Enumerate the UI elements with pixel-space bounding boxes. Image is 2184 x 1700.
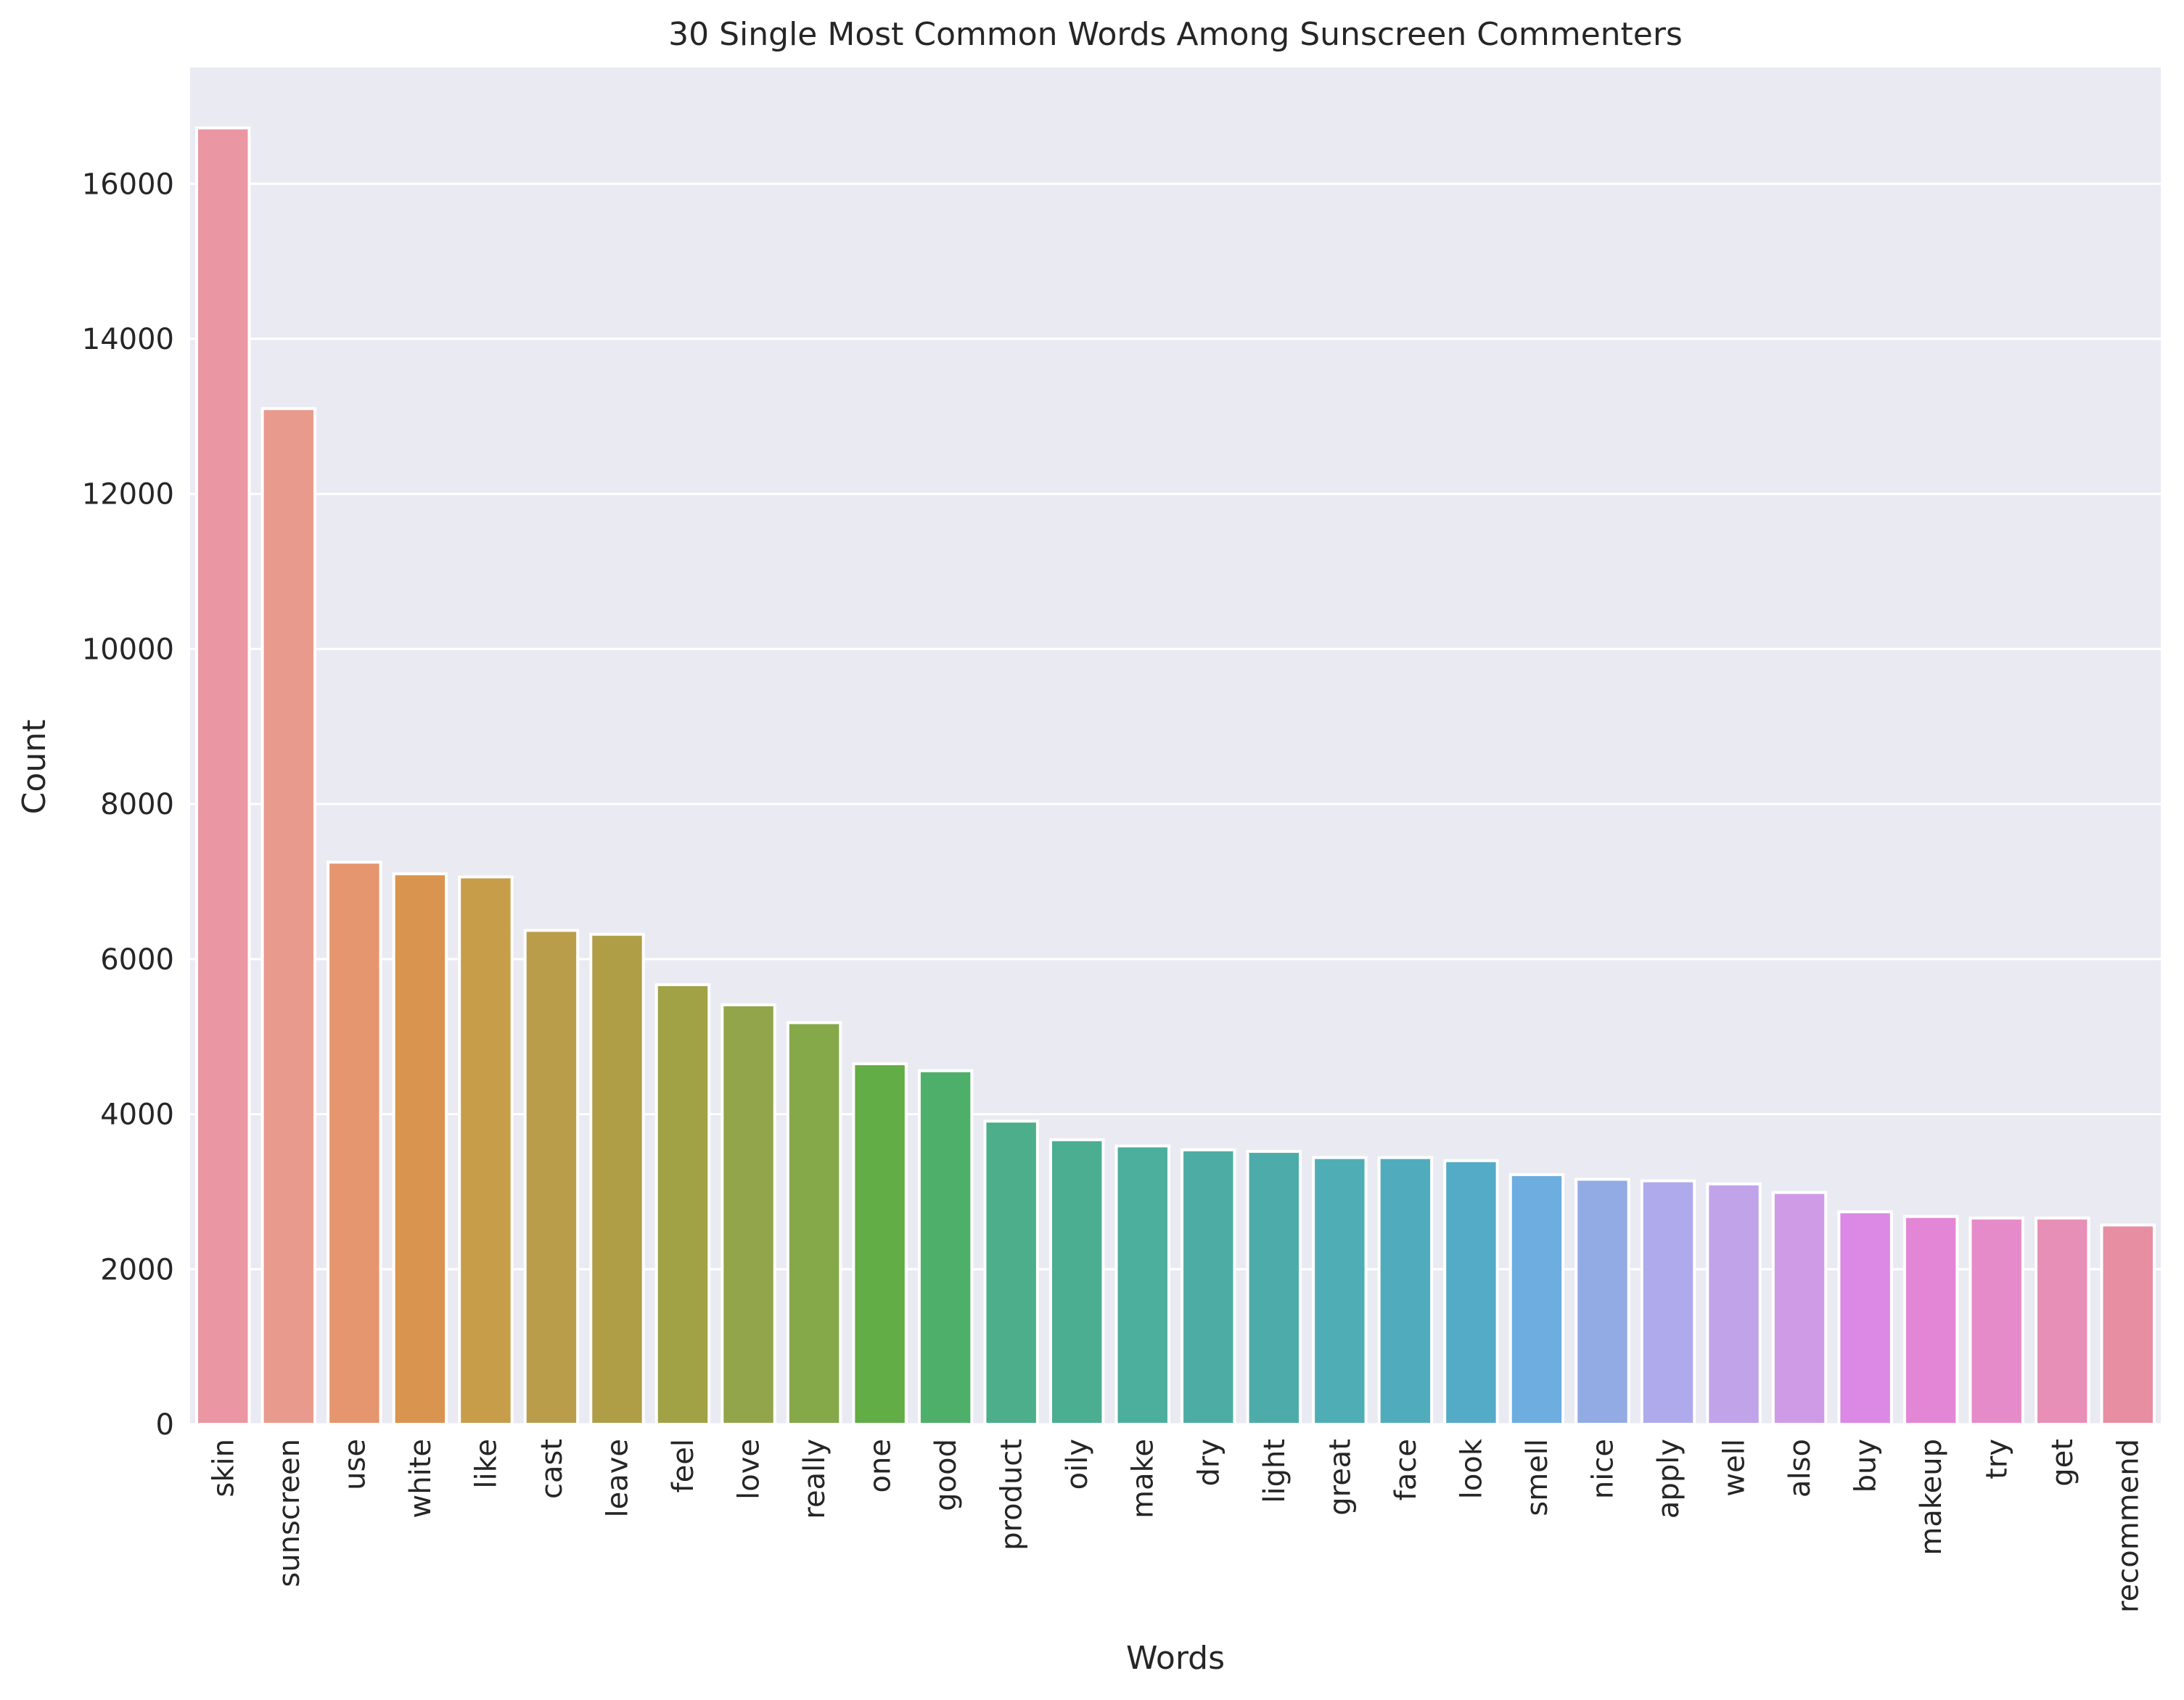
x-tick-label-face: face — [1389, 1439, 1423, 1500]
bar-leave — [589, 932, 645, 1426]
bar-get — [2034, 1216, 2090, 1426]
x-tick-labels: skin sunscreen use white like cast leave feel lo… — [207, 1438, 2145, 1613]
x-tick-label-smell: smell — [1521, 1439, 1554, 1516]
x-tick-label-well: well — [1718, 1439, 1752, 1497]
y-tick-label: 6000 — [100, 943, 174, 977]
bar-make — [1114, 1144, 1170, 1426]
y-tick-label: 12000 — [82, 478, 174, 512]
x-tick-label-really: really — [798, 1439, 832, 1519]
x-tick-label-one: one — [864, 1439, 898, 1492]
bars — [195, 126, 2156, 1426]
y-axis-label: Count — [16, 720, 53, 815]
bar-like — [458, 875, 514, 1426]
x-tick-label-makeup: makeup — [1915, 1439, 1948, 1556]
bar-white — [392, 872, 448, 1426]
bar-one — [852, 1062, 908, 1426]
x-tick-label-try: try — [1981, 1439, 2014, 1479]
bar-also — [1771, 1191, 1828, 1426]
x-tick-label-nice: nice — [1586, 1439, 1619, 1499]
x-axis-label: Words — [1126, 1640, 1225, 1677]
bar-recommend — [2100, 1223, 2156, 1426]
x-tick-label-leave: leave — [601, 1439, 634, 1518]
x-tick-label-love: love — [733, 1439, 766, 1500]
x-tick-label-oily: oily — [1061, 1439, 1094, 1490]
x-tick-label-make: make — [1127, 1439, 1160, 1519]
x-tick-label-apply: apply — [1652, 1439, 1686, 1519]
y-tick-label: 8000 — [100, 788, 174, 821]
bar-dry — [1181, 1148, 1236, 1426]
bar-makeup — [1902, 1215, 1959, 1426]
chart-title: 30 Single Most Common Words Among Sunscr… — [668, 16, 1683, 53]
x-tick-label-great: great — [1323, 1439, 1357, 1516]
bar-good — [917, 1069, 974, 1426]
gridlines — [190, 182, 2161, 1426]
x-tick-label-dry: dry — [1192, 1439, 1226, 1487]
bar-cast — [523, 929, 580, 1426]
bar-light — [1246, 1149, 1302, 1426]
x-tick-label-light: light — [1258, 1439, 1292, 1503]
bar-really — [786, 1021, 842, 1426]
bar-try — [1969, 1216, 2024, 1426]
bar-product — [983, 1120, 1039, 1426]
x-tick-label-use: use — [338, 1439, 371, 1490]
y-tick-label: 4000 — [100, 1099, 174, 1132]
y-tick-label: 2000 — [100, 1253, 174, 1286]
bar-look — [1443, 1159, 1499, 1426]
bar-use — [327, 861, 382, 1426]
y-tick-label: 10000 — [82, 633, 174, 666]
bar-smell — [1508, 1173, 1565, 1426]
y-tick-label: 0 — [156, 1408, 174, 1442]
y-tick-labels: 0 2000 4000 6000 8000 10000 12000 14000 16000 — [82, 168, 174, 1442]
bar-feel — [654, 983, 711, 1426]
x-tick-label-sunscreen: sunscreen — [273, 1439, 306, 1588]
x-tick-label-get: get — [2046, 1439, 2080, 1487]
x-tick-label-also: also — [1783, 1439, 1817, 1498]
bar-skin — [195, 126, 251, 1426]
x-tick-label-white: white — [404, 1439, 438, 1518]
bar-love — [721, 1003, 776, 1426]
x-tick-label-product: product — [995, 1439, 1029, 1551]
bar-apply — [1640, 1179, 1696, 1426]
bar-nice — [1575, 1178, 1630, 1426]
plot-background — [190, 67, 2161, 1424]
x-tick-label-recommend: recommend — [2112, 1439, 2146, 1613]
bar-sunscreen — [260, 407, 317, 1426]
bar-great — [1312, 1156, 1368, 1426]
y-tick-label: 14000 — [82, 323, 174, 356]
bar-face — [1377, 1156, 1434, 1426]
bar-oily — [1048, 1138, 1105, 1426]
x-tick-label-feel: feel — [667, 1439, 700, 1492]
x-tick-label-skin: skin — [207, 1439, 240, 1497]
x-tick-label-cast: cast — [535, 1439, 569, 1499]
y-tick-label: 16000 — [82, 168, 174, 201]
x-tick-label-like: like — [469, 1439, 503, 1489]
x-tick-label-look: look — [1455, 1438, 1488, 1499]
bar-well — [1706, 1182, 1762, 1426]
bar-buy — [1837, 1210, 1893, 1426]
x-tick-label-good: good — [929, 1439, 963, 1511]
x-tick-label-buy: buy — [1850, 1439, 1883, 1492]
